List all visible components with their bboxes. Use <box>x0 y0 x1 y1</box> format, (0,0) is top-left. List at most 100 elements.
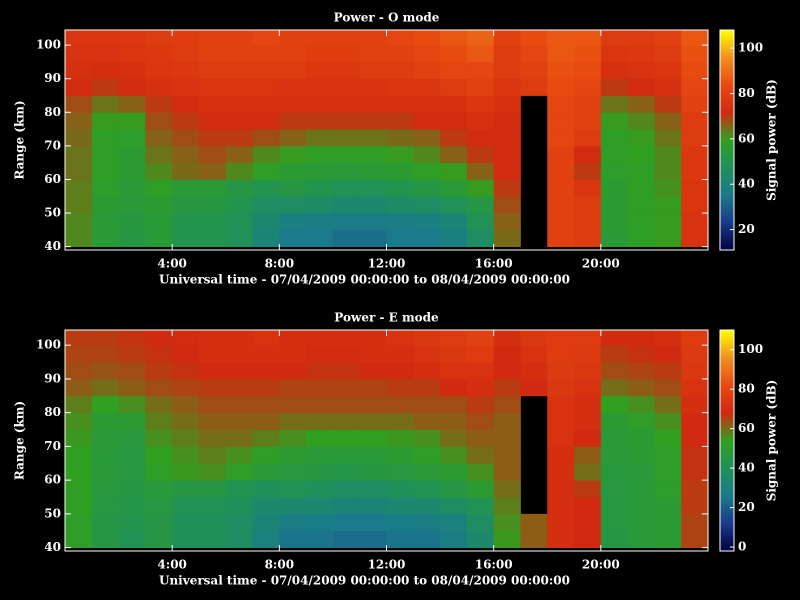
cell <box>440 213 468 231</box>
cell <box>627 330 655 346</box>
y-axis-label: Range (km) <box>13 401 27 480</box>
heatmap-cells <box>65 330 708 549</box>
cell <box>225 196 253 214</box>
cell <box>332 480 361 498</box>
cell <box>413 61 441 80</box>
cell <box>145 213 173 231</box>
cell <box>279 497 307 515</box>
cell <box>413 179 441 197</box>
cell <box>493 196 521 214</box>
cell <box>145 378 173 397</box>
cell <box>198 179 227 197</box>
cell <box>332 145 361 164</box>
cell <box>466 362 495 380</box>
cell <box>681 480 708 498</box>
cell <box>252 196 280 214</box>
cell <box>279 45 307 63</box>
cell <box>681 378 708 397</box>
cell <box>386 395 414 414</box>
cell <box>493 95 521 113</box>
cell <box>279 446 307 464</box>
cell <box>198 129 227 147</box>
y-tick-label: 60 <box>44 172 61 186</box>
cell <box>306 530 334 549</box>
cell <box>600 463 629 481</box>
cell <box>493 480 521 498</box>
cell <box>225 446 253 464</box>
cell <box>600 145 629 164</box>
cell <box>306 112 334 130</box>
cell <box>145 446 173 464</box>
heatmap-cells <box>65 30 708 248</box>
cell <box>520 30 548 46</box>
cell <box>118 330 146 346</box>
cell <box>574 30 602 46</box>
cell <box>600 362 629 380</box>
cell <box>440 78 468 96</box>
cell <box>359 378 387 397</box>
cell <box>225 497 253 515</box>
cell <box>225 112 253 130</box>
cell <box>493 78 521 96</box>
cell <box>493 213 521 231</box>
cell <box>225 362 253 380</box>
y-tick-label: 50 <box>44 506 61 520</box>
cell <box>547 513 575 532</box>
cell <box>225 61 253 80</box>
cell <box>654 345 682 363</box>
cell <box>65 30 93 46</box>
cell <box>600 179 629 197</box>
cell <box>198 162 227 180</box>
colorbar-label: Signal power (dB) <box>765 79 779 201</box>
cell <box>627 162 655 180</box>
cell <box>65 45 93 63</box>
cell <box>654 162 682 180</box>
cell <box>547 112 575 130</box>
cell <box>466 129 495 147</box>
cell <box>65 378 93 397</box>
cell <box>466 513 495 532</box>
cell <box>279 78 307 96</box>
cell <box>654 30 682 46</box>
cell <box>91 330 119 346</box>
cell <box>359 196 387 214</box>
cell <box>413 330 441 346</box>
cell <box>252 530 280 549</box>
cell <box>386 378 414 397</box>
cell <box>413 362 441 380</box>
cell <box>252 213 280 231</box>
cell <box>172 362 200 380</box>
cell <box>600 129 629 147</box>
cell <box>306 513 334 532</box>
y-tick-label: 40 <box>44 540 61 554</box>
cell <box>279 229 307 248</box>
cell <box>627 497 655 515</box>
cell <box>627 395 655 414</box>
cell <box>627 61 655 80</box>
cell <box>493 463 521 481</box>
cell <box>413 112 441 130</box>
cell <box>118 530 146 549</box>
cell <box>493 345 521 363</box>
cell <box>440 330 468 346</box>
cell <box>65 78 93 96</box>
cell <box>198 429 227 447</box>
cell <box>65 229 93 248</box>
cell <box>252 95 280 113</box>
cell <box>681 330 708 346</box>
cell <box>172 145 200 164</box>
cell <box>225 145 253 164</box>
cell <box>306 378 334 397</box>
cell <box>547 378 575 397</box>
cell <box>466 179 495 197</box>
cell <box>681 162 708 180</box>
y-tick-label: 70 <box>44 439 61 453</box>
cell <box>440 30 468 46</box>
cell <box>654 513 682 532</box>
cell <box>359 112 387 130</box>
x-tick-label: 12:00 <box>368 558 406 572</box>
cell <box>91 446 119 464</box>
cell <box>493 61 521 80</box>
cell <box>252 412 280 430</box>
cell <box>91 412 119 430</box>
